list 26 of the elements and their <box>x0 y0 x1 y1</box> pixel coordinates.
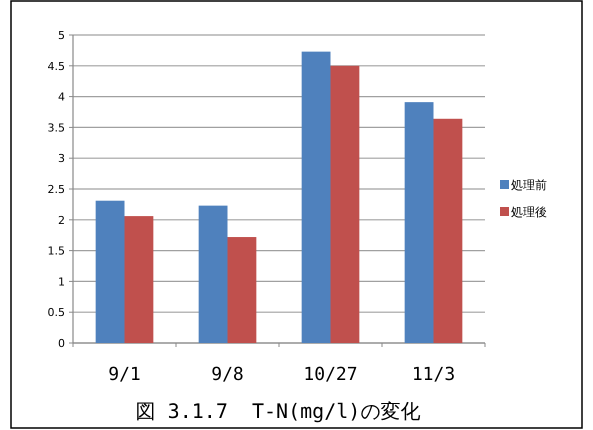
bar <box>96 200 124 343</box>
y-tick-label: 4 <box>58 90 65 104</box>
y-tick-label: 2.5 <box>48 183 65 196</box>
bar <box>434 118 462 343</box>
x-tick-label: 9/8 <box>211 364 244 385</box>
bar <box>404 102 434 343</box>
legend-label: 処理前 <box>511 178 547 192</box>
legend-label: 処理後 <box>511 205 547 219</box>
y-tick-label: 2 <box>58 214 65 227</box>
bar <box>330 66 360 343</box>
y-tick-label: 5 <box>58 29 65 42</box>
y-tick-label: 3.5 <box>48 121 65 134</box>
bar <box>198 206 228 343</box>
x-tick-label: 9/1 <box>108 364 141 385</box>
y-tick-label: 0.5 <box>48 306 65 320</box>
text: 図 3.1.7 T-N(mg/l)の変化 <box>136 399 420 423</box>
y-tick-label: 1.5 <box>48 244 65 258</box>
y-tick-label: 0 <box>58 337 65 350</box>
y-tick-label: 1 <box>58 275 65 288</box>
y-tick-label: 4.5 <box>48 60 65 73</box>
bar <box>302 52 330 343</box>
y-tick-label: 3 <box>58 152 65 166</box>
x-tick-label: 10/27 <box>303 364 358 385</box>
bar <box>124 216 154 343</box>
bar <box>228 237 256 343</box>
x-tick-label: 11/3 <box>412 364 456 385</box>
